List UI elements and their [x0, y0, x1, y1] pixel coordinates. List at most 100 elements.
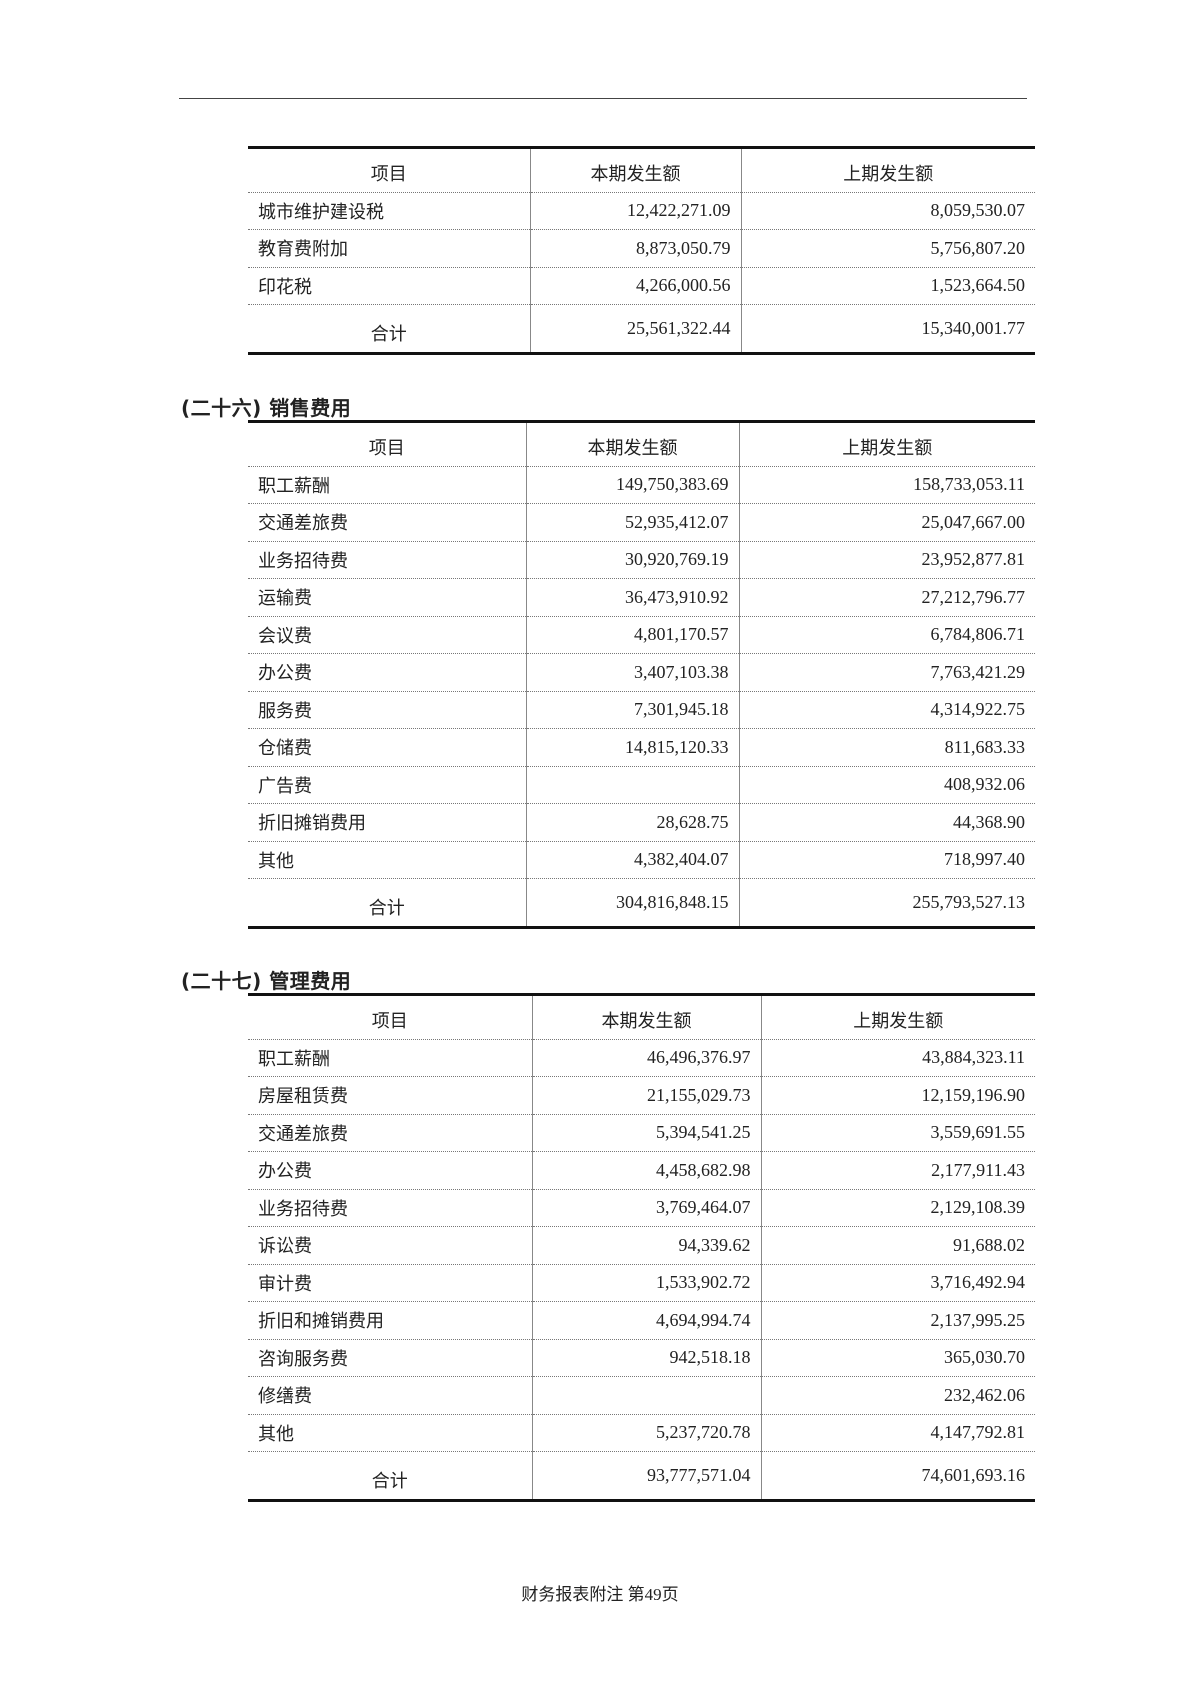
table-row: 运输费 36,473,910.92 27,212,796.77 [248, 578, 1035, 617]
column-header-current: 本期发生额 [531, 994, 761, 1040]
total-label-cell: 合计 [368, 898, 405, 919]
admin-expenses-table: 项目 本期发生额 上期发生额 职工薪酬 46,496,376.97 43,884,323.… [248, 993, 1035, 1502]
item-name-cell: 运输费 [248, 578, 526, 617]
item-name-cell: 广告费 [248, 766, 526, 804]
table-header-row: 项目 本期发生额 上期发生额 [248, 421, 1035, 467]
table-row: 业务招待费 3,769,464.07 2,129,108.39 [248, 1189, 1035, 1227]
total-current-cell: 25,561,322.44 [529, 304, 741, 353]
column-header-prior: 上期发生额 [760, 994, 1035, 1040]
page-footer: 财务报表附注 第49页 [521, 1585, 679, 1604]
item-name-cell: 交通差旅费 [248, 503, 526, 542]
item-name-cell: 办公费 [248, 1151, 532, 1190]
current-amount-cell: 3,407,103.38 [525, 653, 739, 692]
table-row: 广告费 408,932.06 [248, 766, 1035, 804]
column-header-current: 本期发生额 [529, 147, 741, 193]
table-row: 诉讼费 94,339.62 91,688.02 [248, 1226, 1035, 1265]
item-name-cell: 会议费 [248, 616, 526, 654]
prior-amount-cell: 91,688.02 [760, 1226, 1035, 1265]
prior-amount-cell: 25,047,667.00 [738, 503, 1035, 542]
total-row: 合计 25,561,322.44 15,340,001.77 [248, 304, 1035, 353]
current-amount-cell: 149,750,383.69 [525, 466, 739, 504]
current-amount-cell: 30,920,769.19 [525, 541, 739, 579]
current-amount-cell: 46,496,376.97 [531, 1039, 761, 1077]
current-amount-cell: 4,458,682.98 [531, 1151, 761, 1190]
table-row: 业务招待费 30,920,769.19 23,952,877.81 [248, 541, 1035, 579]
column-header-prior: 上期发生额 [740, 147, 1035, 193]
prior-amount-cell: 6,784,806.71 [738, 616, 1035, 654]
total-label-cell: 合计 [370, 324, 407, 345]
current-amount-cell: 28,628.75 [525, 803, 739, 842]
prior-amount-cell: 3,716,492.94 [760, 1264, 1035, 1302]
current-amount-cell: 5,237,720.78 [531, 1414, 761, 1452]
table-row: 服务费 7,301,945.18 4,314,922.75 [248, 691, 1035, 729]
section-title-admin-expenses: (二十七) 管理费用 [181, 969, 352, 993]
current-amount-cell: 52,935,412.07 [525, 503, 739, 542]
prior-amount-cell: 4,314,922.75 [738, 691, 1035, 729]
current-amount-cell: 5,394,541.25 [531, 1114, 761, 1152]
column-header-item: 项目 [248, 994, 532, 1040]
prior-amount-cell: 23,952,877.81 [738, 541, 1035, 579]
column-header-prior: 上期发生额 [738, 421, 1035, 467]
table-header-row: 项目 本期发生额 上期发生额 [248, 147, 1035, 193]
prior-amount-cell: 43,884,323.11 [760, 1039, 1035, 1077]
table-row: 会议费 4,801,170.57 6,784,806.71 [248, 616, 1035, 654]
current-amount-cell [525, 766, 739, 804]
prior-amount-cell: 2,137,995.25 [760, 1301, 1035, 1340]
table-row: 城市维护建设税 12,422,271.09 8,059,530.07 [248, 192, 1035, 230]
current-amount-cell: 4,694,994.74 [531, 1301, 761, 1340]
prior-amount-cell: 2,129,108.39 [760, 1189, 1035, 1227]
current-amount-cell: 4,382,404.07 [525, 841, 739, 879]
item-name-cell: 服务费 [248, 691, 526, 729]
prior-amount-cell: 158,733,053.11 [738, 466, 1035, 504]
total-prior-cell: 15,340,001.77 [740, 304, 1035, 353]
current-amount-cell: 942,518.18 [531, 1339, 761, 1377]
current-amount-cell: 21,155,029.73 [531, 1076, 761, 1115]
item-name-cell: 折旧摊销费用 [248, 803, 526, 842]
item-name-cell: 诉讼费 [248, 1226, 532, 1265]
table-row: 仓储费 14,815,120.33 811,683.33 [248, 728, 1035, 767]
item-name-cell: 房屋租赁费 [248, 1076, 532, 1115]
current-amount-cell: 94,339.62 [531, 1226, 761, 1265]
item-name-cell: 咨询服务费 [248, 1339, 532, 1377]
item-name-cell: 其他 [248, 1414, 532, 1452]
table-row: 修缮费 232,462.06 [248, 1376, 1035, 1415]
total-prior-cell: 255,793,527.13 [738, 878, 1035, 927]
item-name-cell: 审计费 [248, 1264, 532, 1302]
item-name-cell: 其他 [248, 841, 526, 879]
prior-amount-cell: 811,683.33 [738, 728, 1035, 767]
table-row: 职工薪酬 149,750,383.69 158,733,053.11 [248, 466, 1035, 504]
current-amount-cell: 3,769,464.07 [531, 1189, 761, 1227]
current-amount-cell: 4,266,000.56 [529, 267, 741, 305]
total-current-cell: 304,816,848.15 [525, 878, 739, 927]
table-row: 教育费附加 8,873,050.79 5,756,807.20 [248, 229, 1035, 268]
item-name-cell: 业务招待费 [248, 541, 526, 579]
item-name-cell: 职工薪酬 [248, 1039, 532, 1077]
column-header-current: 本期发生额 [525, 421, 739, 467]
table-row: 交通差旅费 52,935,412.07 25,047,667.00 [248, 503, 1035, 542]
current-amount-cell: 12,422,271.09 [529, 192, 741, 230]
table-row: 办公费 4,458,682.98 2,177,911.43 [248, 1151, 1035, 1190]
total-current-cell: 93,777,571.04 [531, 1451, 761, 1500]
prior-amount-cell: 7,763,421.29 [738, 653, 1035, 692]
item-name-cell: 交通差旅费 [248, 1114, 532, 1152]
current-amount-cell [531, 1376, 761, 1415]
selling-expenses-table: 项目 本期发生额 上期发生额 职工薪酬 149,750,383.69 158,733,05… [248, 420, 1035, 929]
table-header-row: 项目 本期发生额 上期发生额 [248, 994, 1035, 1040]
item-name-cell: 职工薪酬 [248, 466, 526, 504]
current-amount-cell: 1,533,902.72 [531, 1264, 761, 1302]
table-row: 其他 4,382,404.07 718,997.40 [248, 841, 1035, 879]
prior-amount-cell: 718,997.40 [738, 841, 1035, 879]
item-name-cell: 城市维护建设税 [248, 192, 530, 230]
table-row: 职工薪酬 46,496,376.97 43,884,323.11 [248, 1039, 1035, 1077]
table-row: 折旧摊销费用 28,628.75 44,368.90 [248, 803, 1035, 842]
table-row: 房屋租赁费 21,155,029.73 12,159,196.90 [248, 1076, 1035, 1115]
prior-amount-cell: 12,159,196.90 [760, 1076, 1035, 1115]
item-name-cell: 修缮费 [248, 1376, 532, 1415]
prior-amount-cell: 8,059,530.07 [740, 192, 1035, 230]
prior-amount-cell: 27,212,796.77 [738, 578, 1035, 617]
item-name-cell: 办公费 [248, 653, 526, 692]
section-title-selling-expenses: (二十六) 销售费用 [181, 396, 352, 420]
item-name-cell: 业务招待费 [248, 1189, 532, 1227]
prior-amount-cell: 44,368.90 [738, 803, 1035, 842]
item-name-cell: 教育费附加 [248, 229, 530, 268]
